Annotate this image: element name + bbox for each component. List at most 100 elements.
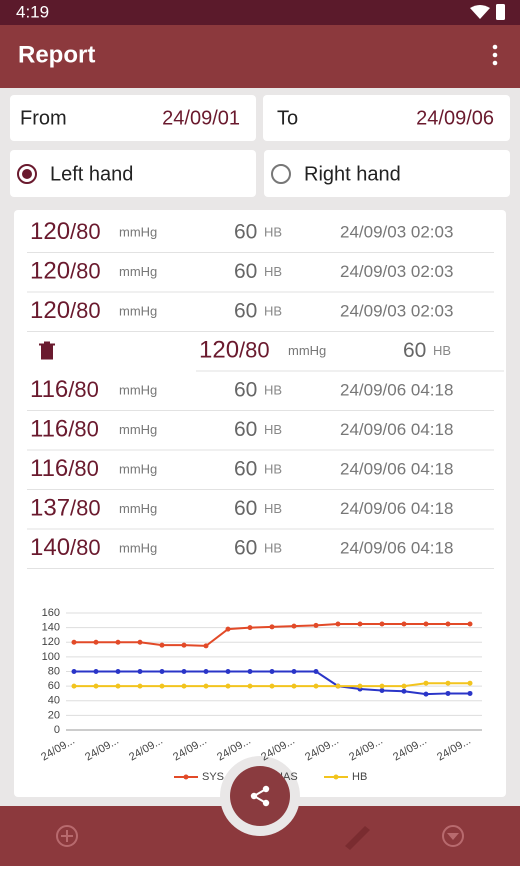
to-card[interactable]: [263, 95, 510, 141]
sys: 116: [30, 416, 68, 443]
point: [291, 623, 297, 629]
pressure: 116/80: [30, 455, 99, 482]
menu-button[interactable]: [492, 44, 498, 66]
y-tick-label: 0: [54, 724, 60, 736]
point: [225, 626, 231, 632]
point: [357, 683, 363, 689]
report-card: [14, 210, 506, 797]
datetime: 24/09/06 04:18: [340, 538, 453, 557]
sys: 137: [30, 495, 70, 522]
sys: 140: [30, 534, 70, 561]
hb: 60: [234, 379, 257, 402]
hb-unit: HB: [264, 422, 282, 437]
dias: 80: [76, 258, 100, 283]
point: [93, 639, 99, 645]
point: [181, 669, 187, 674]
y-tick-label: 100: [42, 651, 60, 663]
to-value: 24/09/06: [416, 107, 494, 129]
legend-label: SYS: [202, 771, 224, 783]
point: [467, 690, 473, 696]
radio[interactable]: [17, 164, 37, 184]
hb: 60: [234, 537, 257, 560]
dias: 80: [76, 535, 100, 560]
hb-unit: HB: [264, 382, 282, 397]
point: [401, 621, 407, 627]
y-tick-label: 140: [42, 622, 60, 634]
pressure-unit: mmHg: [119, 422, 157, 437]
point: [291, 683, 297, 689]
point: [379, 683, 385, 689]
radio-label: Right hand: [304, 163, 401, 185]
pressure-unit: mmHg: [119, 264, 157, 279]
pressure: 116/80: [30, 376, 99, 403]
right-hand-card[interactable]: [264, 150, 510, 197]
hb: 60: [403, 339, 426, 362]
separator: /: [68, 456, 75, 481]
datetime: 24/09/03 02:03: [340, 222, 453, 241]
dias: 80: [74, 456, 98, 481]
y-tick-label: 80: [48, 665, 60, 677]
point: [115, 639, 121, 645]
point: [445, 680, 451, 686]
radio[interactable]: [271, 164, 291, 184]
from-card[interactable]: [10, 95, 256, 141]
pressure-unit: mmHg: [119, 461, 157, 476]
hb-unit: HB: [264, 540, 282, 555]
point: [115, 683, 121, 689]
y-tick-label: 40: [48, 695, 60, 707]
from-label: From: [20, 107, 67, 129]
point: [423, 680, 429, 686]
hb-unit: HB: [264, 461, 282, 476]
pressure: 120/80: [30, 297, 101, 324]
left-hand-card[interactable]: [10, 150, 256, 197]
sys: 120: [30, 218, 70, 245]
down-button[interactable]: [442, 825, 464, 847]
hb: 60: [234, 497, 257, 520]
point: [467, 621, 473, 627]
pressure-unit: mmHg: [119, 382, 157, 397]
sys: 120: [199, 337, 239, 364]
point: [93, 683, 99, 689]
separator: /: [70, 298, 77, 323]
legend-dot: [183, 774, 189, 780]
point: [71, 639, 77, 645]
pressure-unit: mmHg: [288, 343, 326, 358]
share-icon-dot: [262, 785, 270, 793]
sys: 120: [30, 297, 70, 324]
toolbar-title: Report: [18, 41, 95, 68]
radio-label: Left hand: [50, 163, 133, 185]
separator: /: [70, 495, 77, 520]
pressure: 120/80: [199, 337, 270, 364]
separator: /: [68, 377, 75, 402]
point: [137, 683, 143, 689]
point: [423, 621, 429, 627]
edit-button[interactable]: [345, 826, 370, 850]
datetime: 24/09/06 04:18: [340, 380, 453, 399]
pressure: 137/80: [30, 495, 101, 522]
pressure-unit: mmHg: [119, 501, 157, 516]
point: [203, 683, 209, 689]
share-button[interactable]: [230, 766, 290, 826]
dias: 80: [76, 219, 100, 244]
point: [247, 683, 253, 689]
add-button[interactable]: [56, 825, 78, 847]
point: [137, 639, 143, 645]
datetime: 24/09/03 02:03: [340, 301, 453, 320]
delete-icon[interactable]: [39, 341, 55, 360]
point: [335, 683, 341, 689]
dias: 80: [245, 337, 269, 362]
point: [115, 669, 121, 674]
point: [379, 621, 385, 627]
pressure: 116/80: [30, 416, 99, 443]
point: [313, 669, 319, 674]
point: [225, 683, 231, 689]
legend-label: HB: [352, 771, 367, 783]
separator: /: [239, 337, 246, 362]
pressure: 120/80: [30, 218, 101, 245]
point: [159, 642, 165, 648]
y-tick-label: 20: [48, 709, 60, 721]
point: [379, 688, 385, 694]
point: [247, 625, 253, 631]
status-icons: [470, 4, 505, 20]
hb-unit: HB: [264, 501, 282, 516]
